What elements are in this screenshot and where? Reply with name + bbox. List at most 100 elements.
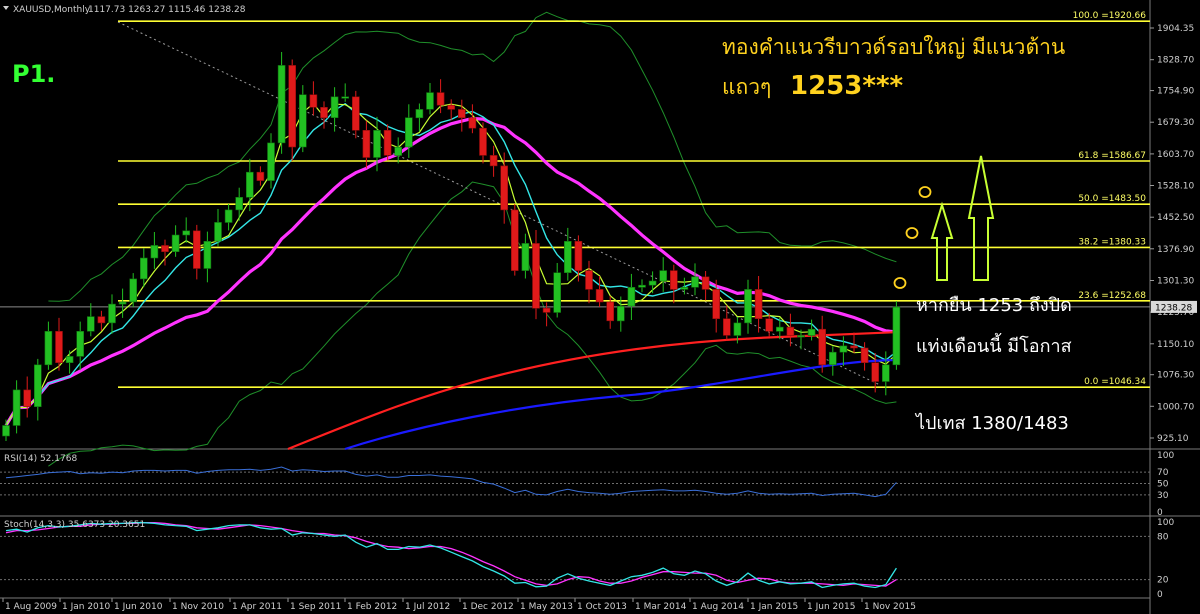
candle-body [214, 222, 222, 242]
candle-body [129, 278, 137, 303]
candle-body [224, 209, 233, 223]
candle-body [595, 289, 604, 303]
time-tick-label: 1 Jul 2012 [405, 602, 450, 612]
stoch-main-line [5, 522, 897, 589]
rsi-level-label: 70 [1157, 468, 1169, 478]
headline-line2-prefix: แถวๆ [722, 75, 771, 99]
candle-body [616, 305, 625, 322]
candle-body [701, 276, 710, 290]
time-tick-label: 1 Jun 2015 [807, 602, 855, 612]
candle-body [447, 104, 456, 110]
price-tick-label: 1754.90 [1157, 87, 1194, 97]
candle-body [532, 243, 540, 309]
candle-body [627, 286, 636, 307]
candle-body [320, 107, 328, 119]
candle-body [246, 171, 254, 198]
dotted-trendline [117, 21, 881, 386]
candle-body [606, 301, 615, 322]
fib-label: 38.2 =1380.33 [1078, 237, 1146, 247]
rsi-line [5, 466, 897, 498]
stochastic-panel: 100 80 20 0 Stoch(14,3,3) 35.6373 20.3651 [0, 518, 1174, 600]
stoch-level-label: 20 [1157, 576, 1169, 586]
candle-body [775, 326, 784, 332]
candle-body [563, 241, 572, 274]
candle-body [871, 362, 880, 382]
candle-body [404, 117, 413, 148]
candle-body [161, 245, 169, 252]
price-tick-label: 1376.90 [1157, 245, 1194, 255]
candle-body [171, 234, 180, 253]
trendline [117, 21, 881, 386]
price-tick-label: 1603.70 [1157, 150, 1194, 160]
price-tick-label: 1225.70 [1157, 308, 1194, 318]
candle-body [680, 286, 689, 290]
bollinger-bands [48, 11, 897, 467]
candle-body [415, 109, 424, 119]
time-tick-label: 1 Oct 2013 [577, 602, 627, 612]
dropdown-triangle-icon[interactable] [3, 6, 9, 10]
candle-body [330, 96, 339, 119]
candle-body [510, 209, 519, 271]
candle-body [309, 94, 318, 108]
candle-body [797, 335, 805, 338]
candle-body [828, 351, 837, 366]
stoch-level-label: 100 [1157, 518, 1174, 528]
marker-circle-1483 [918, 186, 932, 198]
panel-tag: P1. [12, 60, 55, 88]
symbol-label: XAUUSD,Monthly [13, 5, 91, 15]
axes: 1904.35 1828.70 1754.90 1679.30 1603.70 1528.… [0, 24, 1197, 612]
fib-label: 23.6 =1252.68 [1078, 291, 1146, 301]
fib-label: 100.0 =1920.66 [1073, 11, 1147, 21]
candle-body [44, 330, 53, 366]
candle-body [193, 230, 201, 269]
candle-body [2, 425, 10, 437]
time-tick-label: 1 Apr 2011 [232, 602, 282, 612]
stoch-signal-line [5, 522, 897, 587]
time-tick-label: 1 Nov 2010 [172, 602, 224, 612]
price-tick-label: 1679.30 [1157, 118, 1194, 128]
rsi-level-label: 100 [1157, 451, 1174, 461]
candle-body [341, 96, 350, 99]
candle-body [712, 289, 721, 319]
marker-circle-1253 [893, 277, 907, 289]
candle-body [850, 345, 858, 349]
candle-body [12, 389, 21, 426]
candle-body [373, 130, 381, 158]
candles [2, 52, 901, 441]
candle-body [542, 307, 551, 313]
candle-body [479, 127, 487, 156]
candle-body [786, 326, 795, 336]
candle-body [500, 165, 509, 211]
candle-body [818, 328, 827, 366]
bollinger-lower [48, 181, 897, 467]
candle-body [722, 318, 731, 336]
candle-body [892, 306, 901, 366]
current-price-label: 1238.28 [1155, 303, 1192, 313]
price-tick-label: 1828.70 [1157, 56, 1194, 66]
time-tick-label: 1 Aug 2009 [5, 602, 57, 612]
candle-body [235, 197, 243, 211]
candle-body [33, 364, 42, 407]
candle-body [256, 171, 265, 181]
candle-body [489, 155, 498, 167]
candle-body [140, 257, 148, 280]
candle-body [65, 356, 74, 363]
candle-body [55, 330, 63, 363]
candle-body [436, 92, 445, 106]
target-markers [893, 155, 995, 289]
candle-body [203, 241, 212, 269]
candle-body [648, 280, 657, 286]
rsi-label: RSI(14) 52.1768 [4, 454, 77, 464]
candle-body [150, 245, 159, 259]
price-tick-label: 1904.35 [1157, 24, 1194, 34]
candle-body [468, 117, 477, 129]
candle-body [754, 289, 763, 319]
candle-body [383, 130, 392, 156]
candle-body [638, 284, 646, 288]
note-line1: หากยืน 1253 ถึงปิด [916, 295, 1072, 316]
price-tick-label: 1452.50 [1157, 213, 1194, 223]
candle-body [277, 65, 286, 144]
candle-body [298, 94, 307, 148]
bollinger-upper [48, 11, 897, 302]
